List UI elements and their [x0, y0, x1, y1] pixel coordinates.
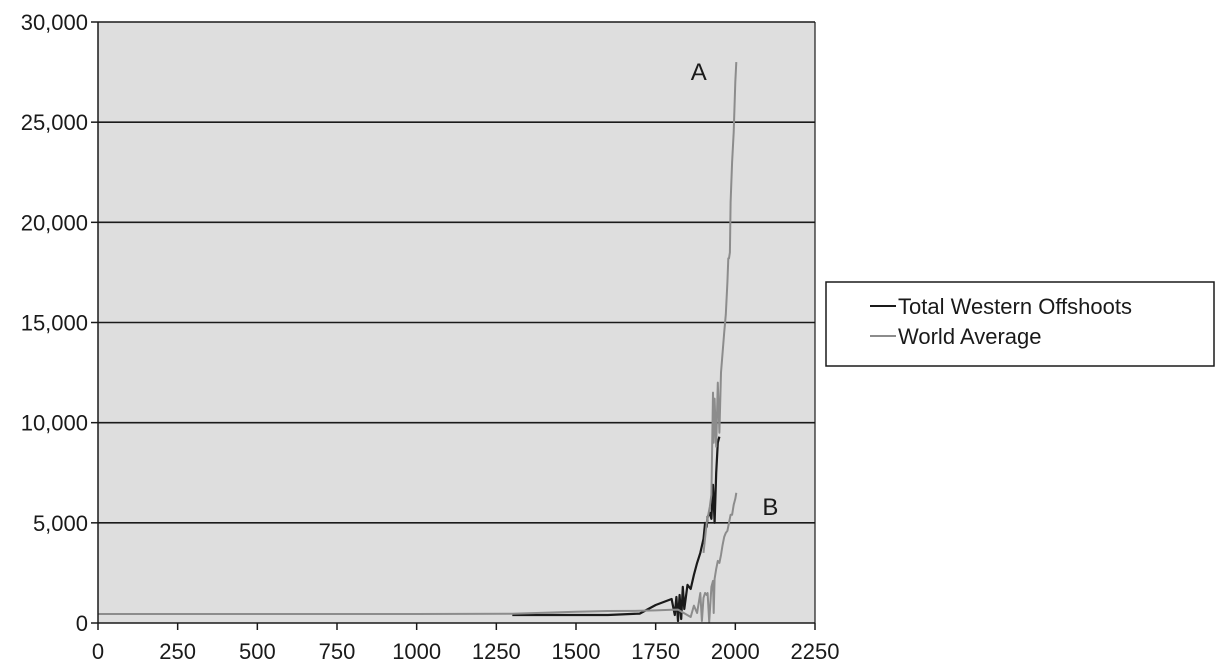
annotation-label: A [691, 59, 707, 86]
y-tick-label: 0 [76, 611, 88, 636]
gridlines [98, 21, 815, 524]
y-tick-label: 5,000 [33, 511, 88, 536]
y-tick-label: 20,000 [21, 210, 88, 235]
legend-box [825, 281, 1215, 367]
y-tick-label: 25,000 [21, 110, 88, 135]
series-lines [98, 62, 738, 623]
annotations: AB [691, 59, 779, 521]
series-line-2 [702, 62, 738, 554]
annotation-label: B [762, 494, 778, 521]
y-tick-label: 15,000 [21, 311, 88, 336]
x-tick-label: 1250 [472, 639, 521, 664]
x-tick-label: 500 [239, 639, 276, 664]
x-tick-label: 750 [319, 639, 356, 664]
x-tick-label: 1000 [392, 639, 441, 664]
axes: 0 5,000 10,000 15,000 20,000 25,000 30,000 0 250… [21, 10, 840, 664]
x-tick-label: 250 [159, 639, 196, 664]
x-tick-label: 0 [92, 639, 104, 664]
legend-label: Total Western Offshoots [898, 294, 1132, 319]
legend-label: World Average [898, 324, 1042, 349]
x-tick-label: 1500 [552, 639, 601, 664]
y-tick-label: 30,000 [21, 10, 88, 35]
y-tick-label: 10,000 [21, 411, 88, 436]
x-tick-label: 1750 [631, 639, 680, 664]
series-line-1 [98, 492, 738, 623]
x-tick-label: 2250 [791, 639, 840, 664]
series-line-0 [512, 436, 721, 623]
legend: Total Western Offshoots World Average [825, 281, 1215, 367]
x-tick-label: 2000 [711, 639, 760, 664]
